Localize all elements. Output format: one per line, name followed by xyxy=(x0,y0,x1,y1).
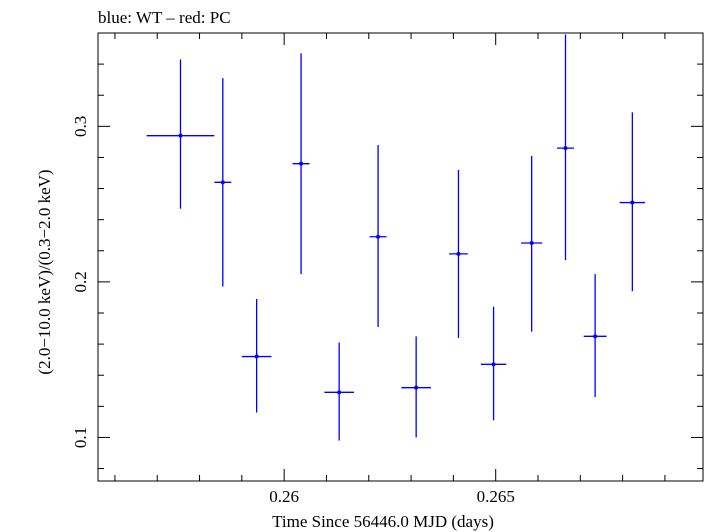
data-point xyxy=(214,78,232,287)
y-tick-label: 0.2 xyxy=(71,271,90,292)
point-marker xyxy=(456,251,461,256)
point-marker xyxy=(178,133,183,138)
point-marker xyxy=(491,362,496,367)
axis-tick-labels: 0.26 0.265 0.1 0.2 0.3 xyxy=(71,116,515,506)
point-marker xyxy=(376,234,381,239)
data-point xyxy=(521,155,543,332)
point-marker xyxy=(630,200,635,205)
data-point xyxy=(292,53,310,275)
point-marker xyxy=(220,180,225,185)
x-tick-label: 0.26 xyxy=(269,487,299,506)
axis-ticks xyxy=(98,32,703,481)
point-marker xyxy=(529,241,534,245)
data-point xyxy=(324,342,354,441)
data-point xyxy=(449,169,468,338)
y-tick-label: 0.1 xyxy=(71,427,90,448)
point-marker xyxy=(563,146,568,151)
data-point xyxy=(480,306,507,421)
data-point xyxy=(619,112,646,292)
y-tick-label: 0.3 xyxy=(71,116,90,137)
point-marker xyxy=(299,161,304,166)
data-series xyxy=(146,34,646,441)
point-marker xyxy=(593,334,598,339)
chart-title: blue: WT – red: PC xyxy=(98,8,231,27)
data-point xyxy=(583,274,607,397)
point-marker xyxy=(414,385,419,390)
point-marker xyxy=(254,354,259,359)
y-axis-label: (2.0−10.0 keV)/(0.3−2.0 keV) xyxy=(35,169,54,374)
data-point xyxy=(241,299,272,413)
data-point xyxy=(401,336,431,438)
x-axis-label: Time Since 56446.0 MJD (days) xyxy=(272,512,494,531)
data-point xyxy=(557,34,574,261)
x-tick-label: 0.265 xyxy=(477,487,515,506)
point-marker xyxy=(337,390,342,395)
data-point xyxy=(146,59,215,209)
data-point xyxy=(369,145,387,327)
plot-frame xyxy=(97,32,704,482)
